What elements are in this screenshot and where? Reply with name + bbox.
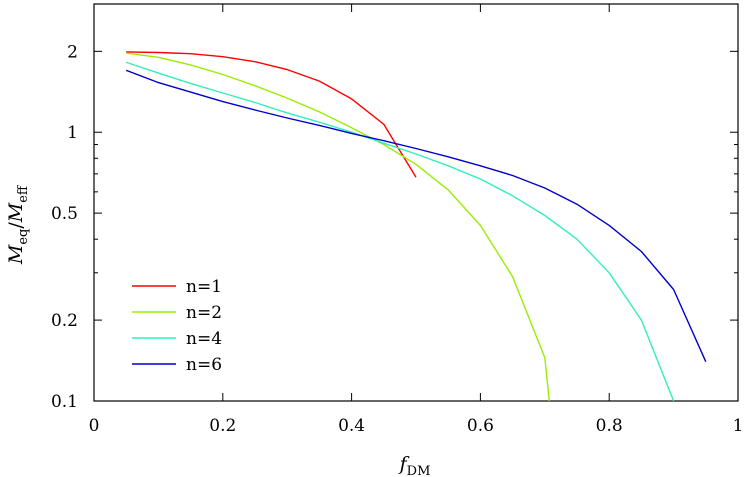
y-tick-label: 0.5 xyxy=(51,204,78,224)
x-axis: 0 0.2 0.4 0.6 0.8 1 xyxy=(89,4,744,436)
x-tick-label: 1 xyxy=(733,416,744,436)
y-tick-label: 2 xyxy=(67,42,78,62)
x-tick-label: 0.6 xyxy=(467,416,494,436)
x-axis-title-sub: DM xyxy=(407,464,431,477)
legend-label: n=4 xyxy=(186,329,222,349)
legend-item: n=4 xyxy=(132,329,222,349)
y-axis-title-main1: M xyxy=(5,244,27,265)
legend-item: n=2 xyxy=(132,303,222,323)
legend-item: n=1 xyxy=(132,277,222,297)
legend-item: n=6 xyxy=(132,355,222,375)
series-line-n=6 xyxy=(125,69,707,362)
legend-label: n=6 xyxy=(186,355,222,375)
legend-label: n=1 xyxy=(186,277,222,297)
series-line-n=2 xyxy=(126,52,550,402)
series-lines xyxy=(125,51,707,402)
y-axis-title-sub2: eff xyxy=(16,184,31,203)
series-line-n=1 xyxy=(126,51,417,178)
x-tick-label: 0.8 xyxy=(596,416,623,436)
x-tick-label: 0 xyxy=(89,416,100,436)
y-axis: 0.1 0.2 0.5 1 2 xyxy=(51,3,738,412)
y-axis-title-sub1: eq xyxy=(16,229,31,245)
plot-area xyxy=(93,3,739,402)
y-axis-title-main2: M xyxy=(5,202,27,223)
x-axis-title: fDM xyxy=(398,453,431,477)
legend-label: n=2 xyxy=(186,303,222,323)
y-axis-title-sep: / xyxy=(5,222,27,229)
legend: n=1 n=2 n=4 n=6 xyxy=(132,277,222,375)
y-tick-label: 0.2 xyxy=(51,311,78,331)
y-tick-label: 0.1 xyxy=(51,392,78,412)
x-axis-title-main: f xyxy=(398,453,410,475)
y-axis-title: Meq/Meff xyxy=(5,184,31,265)
y-tick-label: 1 xyxy=(67,123,78,143)
plot-frame xyxy=(93,3,739,402)
x-tick-label: 0.2 xyxy=(209,416,236,436)
series-line-n=4 xyxy=(125,61,675,402)
x-tick-label: 0.4 xyxy=(338,416,365,436)
